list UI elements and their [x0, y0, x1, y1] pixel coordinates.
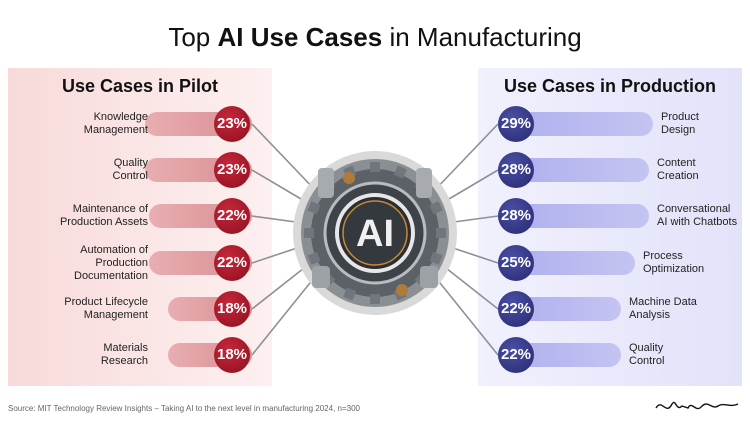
production-category-label: Content Creation: [657, 157, 699, 182]
pilot-category-label: Materials Research: [100, 342, 148, 367]
chart-row: 23% Quality Control: [0, 150, 275, 190]
signature-logo: [655, 401, 739, 410]
chart-row: 23% Knowledge Management: [0, 104, 275, 144]
source-note: Source: MIT Technology Review Insights –…: [8, 404, 360, 413]
connector-line: [251, 123, 319, 194]
chart-row: 18% Materials Research: [0, 335, 275, 375]
machine-body: [293, 151, 457, 315]
ai-center-label: AI: [356, 213, 394, 255]
pilot-value-label: 22%: [214, 245, 250, 281]
production-value-label: 28%: [498, 198, 534, 234]
page-title: Top AI Use Cases in Manufacturing: [168, 22, 582, 52]
pilot-category-label: Maintenance of Production Assets: [59, 203, 148, 228]
production-panel-title: Use Cases in Production: [503, 76, 717, 96]
pilot-panel-title: Use Cases in Pilot: [61, 76, 219, 96]
pilot-category-label: Product Lifecycle Management: [64, 296, 148, 321]
chart-row: 22% Quality Control: [475, 335, 750, 375]
production-value-label: 28%: [498, 152, 534, 188]
production-value-label: 22%: [498, 337, 534, 373]
production-category-label: Quality Control: [629, 342, 665, 367]
pilot-value-label: 23%: [214, 106, 250, 142]
chart-row: 29% Product Design: [475, 104, 750, 144]
pilot-category-label: Knowledge Management: [83, 111, 148, 136]
connector-line: [431, 123, 499, 194]
chart-row: 22% Machine Data Analysis: [475, 289, 750, 329]
pilot-category-label: Quality Control: [112, 157, 148, 182]
production-category-label: Product Design: [661, 111, 699, 136]
production-value-label: 25%: [498, 245, 534, 281]
pilot-value-label: 18%: [214, 337, 250, 373]
chart-row: 28% Conversational AI with Chatbots: [475, 196, 750, 236]
chart-row: 22% Automation of Production Documentation: [0, 243, 275, 283]
production-category-label: Conversational AI with Chatbots: [657, 203, 738, 228]
chart-row: 25% Process Optimization: [475, 243, 750, 283]
chart-row: 22% Maintenance of Production Assets: [0, 196, 275, 236]
connector-line: [431, 272, 499, 356]
pilot-value-label: 23%: [214, 152, 250, 188]
pilot-value-label: 22%: [214, 198, 250, 234]
connector-line: [251, 272, 319, 356]
production-value-label: 29%: [498, 106, 534, 142]
pilot-value-label: 18%: [214, 291, 250, 327]
production-category-label: Machine Data Analysis: [629, 296, 697, 321]
production-value-label: 22%: [498, 291, 534, 327]
pilot-category-label: Automation of Production Documentation: [74, 243, 148, 282]
production-category-label: Process Optimization: [643, 250, 705, 275]
chart-row: 28% Content Creation: [475, 150, 750, 190]
chart-row: 18% Product Lifecycle Management: [0, 289, 275, 329]
